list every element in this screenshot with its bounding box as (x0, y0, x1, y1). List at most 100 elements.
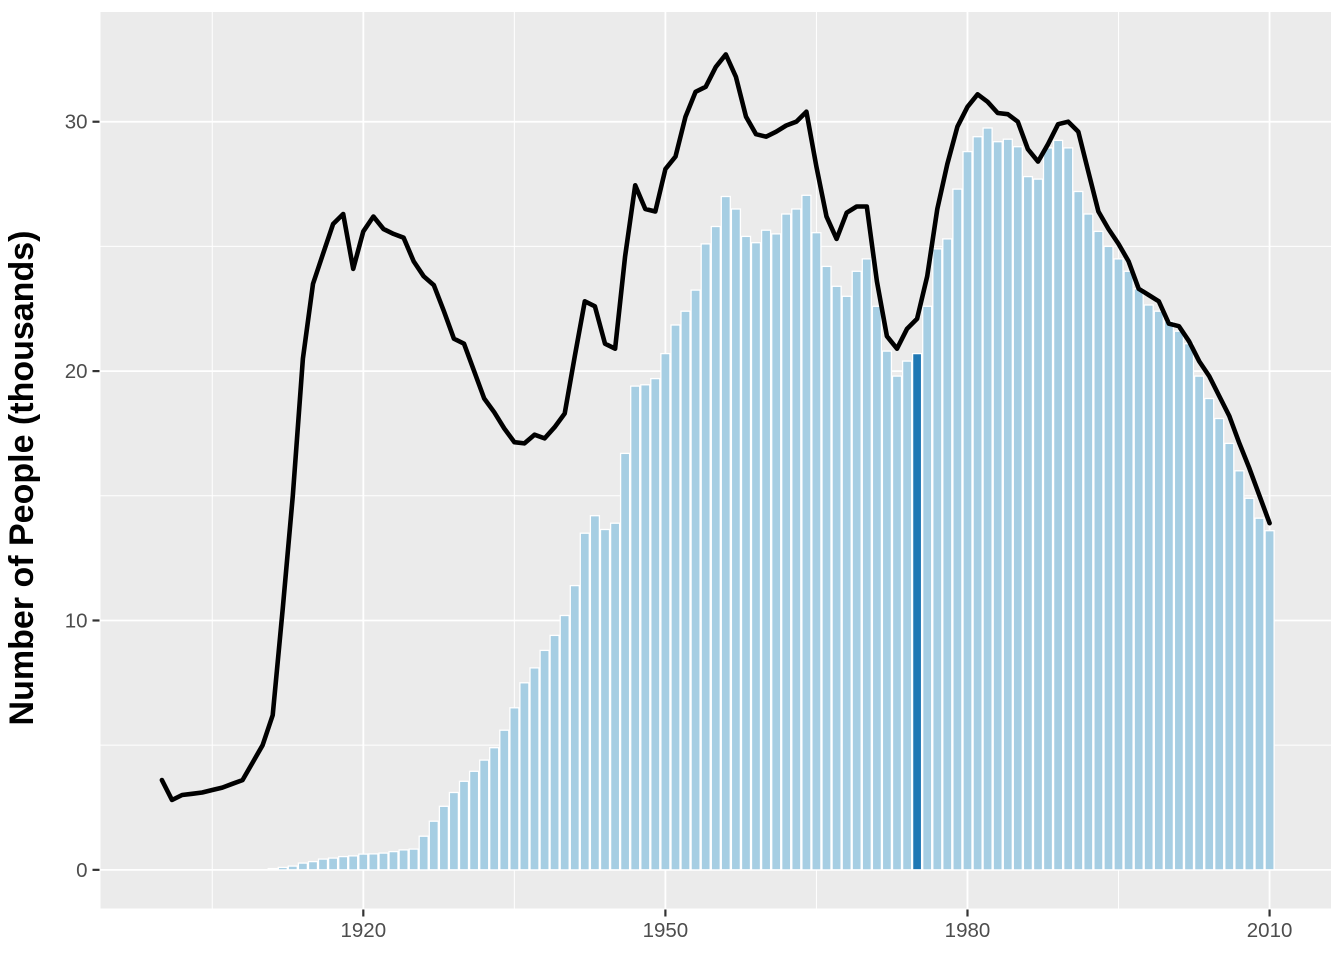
trend-line (159, 52, 1272, 803)
x-tick-label-1980: 1980 (945, 919, 991, 942)
bar-1958 (740, 235, 752, 871)
bar-2003 (1193, 375, 1205, 871)
bar-1992 (1083, 213, 1094, 871)
bar-1932 (479, 759, 490, 871)
bar-1981 (972, 136, 983, 871)
bar-1916 (317, 858, 329, 871)
bar-1966 (821, 265, 832, 871)
bar-1917 (327, 857, 339, 871)
bar-1982 (982, 127, 993, 871)
bar-1971 (871, 305, 883, 871)
bar-1937 (529, 667, 540, 871)
bar-1947 (630, 385, 641, 871)
bar-1934 (499, 729, 510, 871)
bar-1924 (398, 849, 409, 871)
bar-1943 (589, 515, 601, 871)
bar-2002 (1183, 343, 1195, 871)
bar-1970 (861, 258, 872, 871)
bar-1921 (368, 853, 379, 871)
x-tick-label-1920: 1920 (341, 919, 387, 942)
bar-1994 (1103, 245, 1114, 871)
plot-area: 1920 1950 1980 2010 0 10 20 30 (65, 12, 1331, 942)
bar-1923 (388, 850, 399, 871)
bar-1933 (489, 747, 500, 871)
bar-1968 (841, 295, 852, 871)
bar-1974 (901, 360, 913, 871)
bar-1919 (348, 855, 359, 871)
bar-1988 (1042, 147, 1054, 871)
bar-1996 (1123, 270, 1134, 871)
bar-2005 (1214, 417, 1225, 871)
bar-1911 (267, 867, 278, 871)
bar-1991 (1073, 190, 1084, 871)
bar-1918 (338, 855, 349, 871)
bar-2010 (1264, 530, 1275, 871)
bar-1972 (881, 350, 893, 871)
bar-1920 (358, 853, 369, 871)
y-axis-title: Number of People (thousands) (3, 231, 41, 726)
x-tick-label-1950: 1950 (643, 919, 689, 942)
bar-1973 (891, 375, 903, 871)
bar-1952 (680, 310, 691, 871)
bar-1969 (851, 270, 862, 871)
bar-1956 (720, 195, 731, 871)
bar-1951 (670, 324, 681, 871)
y-tick-label-10: 10 (65, 609, 88, 632)
bar-2006 (1224, 442, 1235, 871)
bar-1965 (811, 232, 822, 871)
bar-1912 (277, 866, 288, 871)
bar-1922 (378, 852, 389, 871)
bar-1930 (458, 780, 470, 871)
bar-1999 (1153, 310, 1164, 871)
bar-1978 (942, 238, 953, 871)
bar-1929 (448, 791, 460, 871)
y-tick-label-30: 30 (65, 111, 88, 134)
bar-1960 (760, 229, 772, 871)
bar-1913 (287, 865, 298, 871)
bar-2009 (1254, 517, 1265, 871)
bar-1962 (781, 213, 792, 871)
bar-1993 (1093, 230, 1104, 871)
bar-1942 (579, 532, 590, 871)
y-tick-label-0: 0 (76, 859, 87, 882)
bar-1987 (1032, 178, 1044, 871)
bar-2008 (1244, 497, 1255, 871)
bar-1959 (750, 242, 762, 871)
bar-1950 (660, 352, 671, 871)
bar-1945 (609, 522, 621, 871)
bar-1938 (539, 649, 550, 871)
bar-1964 (801, 194, 812, 871)
bar-1989 (1052, 139, 1064, 871)
bar-1941 (569, 584, 580, 871)
bar-1928 (438, 805, 450, 871)
bar-1979 (952, 188, 963, 871)
bar-2004 (1204, 397, 1215, 871)
bar-1967 (831, 285, 842, 871)
bar-1957 (730, 208, 742, 871)
bar-1926 (418, 835, 429, 871)
bar-1925 (408, 848, 419, 871)
bar-2001 (1173, 330, 1185, 871)
bar-1998 (1143, 304, 1154, 871)
bar-1980 (962, 150, 973, 871)
bar-1948 (640, 384, 651, 871)
bar-1939 (549, 634, 560, 871)
bar-1931 (468, 770, 480, 871)
bar-1936 (519, 682, 530, 871)
bar-1940 (559, 614, 570, 871)
bar-1997 (1133, 288, 1144, 871)
bar-1915 (307, 860, 319, 871)
bar-1949 (650, 377, 661, 871)
bar-1944 (599, 528, 611, 871)
bar-1961 (771, 233, 782, 871)
bar-1927 (428, 820, 439, 871)
bar-1914 (297, 862, 309, 871)
bar-1983 (992, 141, 1003, 871)
bar-1986 (1022, 175, 1034, 871)
bar-1955 (710, 225, 721, 871)
bar-2007 (1234, 470, 1245, 871)
bar-1946 (619, 452, 631, 871)
x-tick-label-2010: 2010 (1247, 919, 1293, 942)
y-tick-label-20: 20 (65, 360, 88, 383)
